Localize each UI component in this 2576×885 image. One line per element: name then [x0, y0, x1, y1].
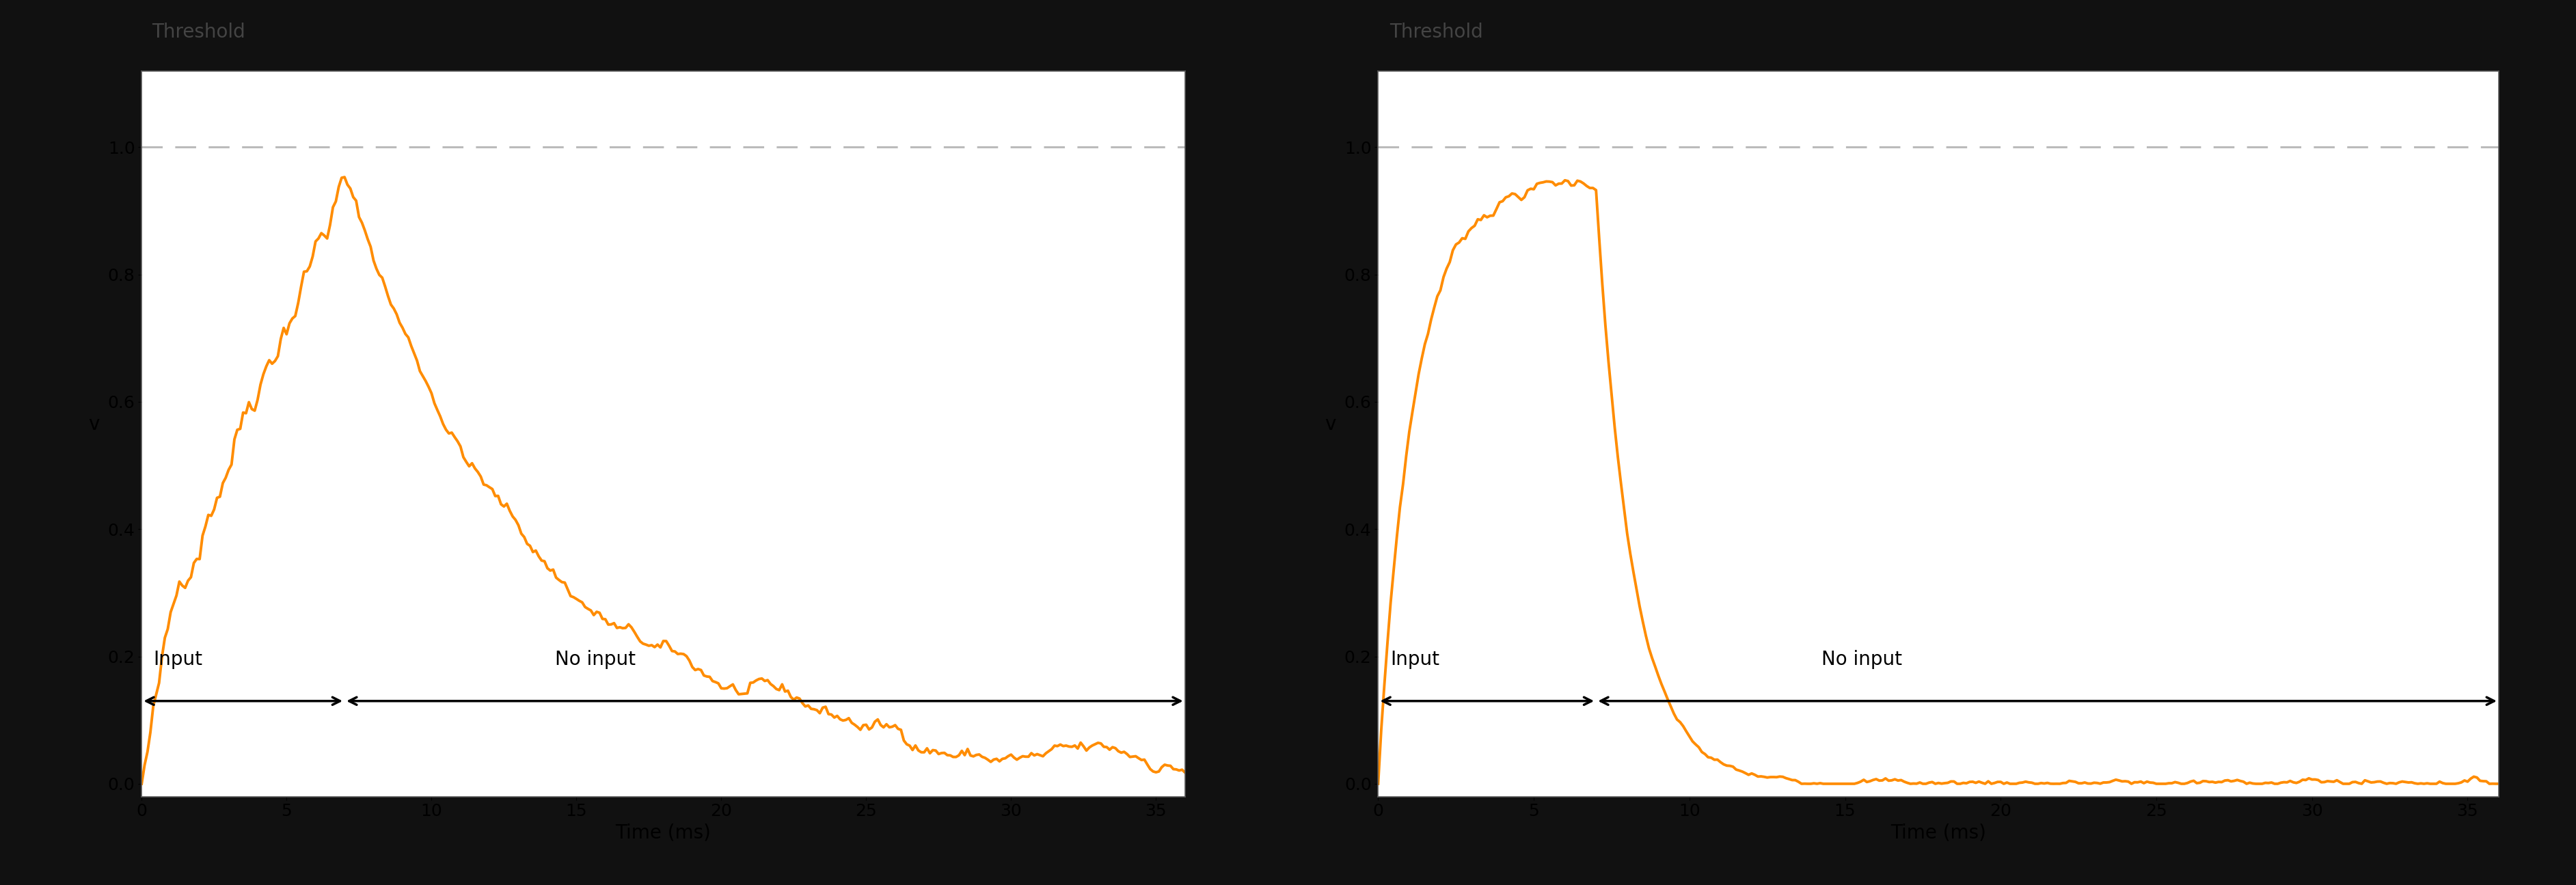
- Text: Input: Input: [1391, 650, 1440, 669]
- X-axis label: Time (ms): Time (ms): [616, 823, 711, 843]
- Text: No input: No input: [1821, 650, 1901, 669]
- Text: Threshold: Threshold: [152, 23, 245, 42]
- Text: Input: Input: [152, 650, 204, 669]
- Y-axis label: v: v: [88, 414, 98, 434]
- X-axis label: Time (ms): Time (ms): [1891, 823, 1986, 843]
- Text: Threshold: Threshold: [1388, 23, 1484, 42]
- Y-axis label: v: v: [1324, 414, 1334, 434]
- Text: No input: No input: [554, 650, 636, 669]
